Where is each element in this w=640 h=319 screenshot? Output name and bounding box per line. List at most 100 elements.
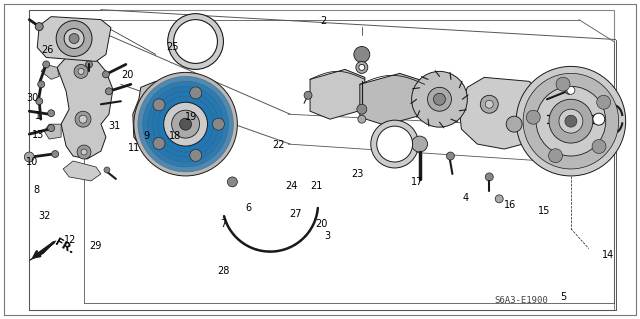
- Text: 28: 28: [217, 266, 229, 276]
- Circle shape: [106, 88, 113, 95]
- Circle shape: [485, 100, 493, 108]
- Circle shape: [480, 95, 498, 113]
- Polygon shape: [37, 17, 111, 62]
- Text: 2: 2: [320, 16, 326, 26]
- Circle shape: [485, 173, 493, 181]
- Text: S6A3-E1900: S6A3-E1900: [494, 296, 548, 305]
- Polygon shape: [460, 78, 547, 149]
- Text: 24: 24: [285, 181, 298, 190]
- Polygon shape: [29, 10, 614, 310]
- Circle shape: [495, 195, 503, 203]
- Text: 1: 1: [35, 111, 42, 121]
- Text: 12: 12: [64, 234, 76, 245]
- Text: 15: 15: [538, 206, 550, 216]
- Text: 18: 18: [168, 131, 181, 141]
- Circle shape: [312, 224, 314, 226]
- Text: 22: 22: [273, 140, 285, 150]
- Circle shape: [371, 120, 419, 168]
- Circle shape: [304, 91, 312, 99]
- Circle shape: [212, 118, 225, 130]
- Circle shape: [556, 77, 570, 91]
- Circle shape: [138, 76, 234, 172]
- Circle shape: [38, 81, 45, 88]
- Circle shape: [173, 19, 218, 63]
- Circle shape: [36, 98, 43, 105]
- Circle shape: [567, 86, 575, 94]
- Text: 23: 23: [351, 169, 363, 179]
- Circle shape: [227, 177, 237, 187]
- Circle shape: [288, 247, 290, 249]
- Text: 6: 6: [246, 203, 252, 213]
- Circle shape: [86, 61, 93, 68]
- Circle shape: [48, 125, 54, 132]
- Circle shape: [565, 115, 577, 127]
- Text: FR.: FR.: [53, 237, 76, 256]
- Circle shape: [79, 115, 87, 123]
- Text: 3: 3: [324, 231, 331, 241]
- Circle shape: [148, 86, 223, 162]
- Circle shape: [523, 73, 619, 169]
- Circle shape: [593, 113, 605, 125]
- Circle shape: [56, 21, 92, 56]
- Circle shape: [357, 104, 367, 114]
- Text: 25: 25: [166, 42, 179, 52]
- Circle shape: [75, 111, 91, 127]
- Circle shape: [102, 71, 109, 78]
- Circle shape: [536, 86, 605, 156]
- Text: 19: 19: [185, 112, 197, 122]
- Circle shape: [315, 218, 317, 220]
- Circle shape: [596, 95, 611, 109]
- Text: 13: 13: [32, 130, 44, 140]
- Circle shape: [52, 151, 59, 158]
- Circle shape: [180, 118, 191, 130]
- Circle shape: [559, 109, 583, 133]
- Circle shape: [24, 152, 35, 162]
- Circle shape: [506, 116, 522, 132]
- Circle shape: [359, 64, 365, 70]
- Circle shape: [64, 29, 84, 48]
- Polygon shape: [41, 64, 59, 79]
- Circle shape: [549, 99, 593, 143]
- Text: 16: 16: [504, 200, 516, 210]
- Circle shape: [35, 23, 44, 31]
- Text: 9: 9: [143, 131, 150, 141]
- Circle shape: [589, 109, 609, 129]
- Text: 29: 29: [90, 241, 102, 251]
- Circle shape: [168, 14, 223, 70]
- Text: 27: 27: [289, 209, 302, 219]
- Circle shape: [249, 246, 251, 248]
- Circle shape: [104, 167, 110, 173]
- Circle shape: [190, 149, 202, 161]
- Text: 31: 31: [109, 121, 121, 131]
- Circle shape: [164, 102, 207, 146]
- Circle shape: [237, 239, 239, 241]
- Polygon shape: [133, 81, 220, 161]
- Circle shape: [262, 250, 264, 252]
- Polygon shape: [44, 124, 61, 139]
- Circle shape: [412, 71, 467, 127]
- Circle shape: [153, 99, 165, 111]
- Polygon shape: [29, 241, 56, 261]
- Circle shape: [565, 86, 573, 94]
- Circle shape: [190, 87, 202, 99]
- Circle shape: [548, 149, 563, 163]
- Text: 10: 10: [26, 157, 38, 167]
- Circle shape: [226, 222, 228, 224]
- Circle shape: [300, 240, 301, 242]
- Circle shape: [153, 91, 218, 157]
- Circle shape: [134, 72, 237, 176]
- Circle shape: [308, 230, 310, 232]
- Text: 8: 8: [33, 185, 40, 195]
- Circle shape: [526, 110, 540, 124]
- Circle shape: [356, 62, 368, 73]
- Circle shape: [223, 216, 225, 218]
- Text: 4: 4: [462, 193, 468, 203]
- Text: 11: 11: [128, 143, 140, 153]
- Text: 30: 30: [26, 93, 38, 103]
- Circle shape: [282, 249, 284, 251]
- Text: 21: 21: [310, 181, 323, 190]
- Circle shape: [43, 61, 50, 68]
- Circle shape: [153, 137, 165, 149]
- Circle shape: [516, 66, 626, 176]
- Circle shape: [305, 235, 307, 237]
